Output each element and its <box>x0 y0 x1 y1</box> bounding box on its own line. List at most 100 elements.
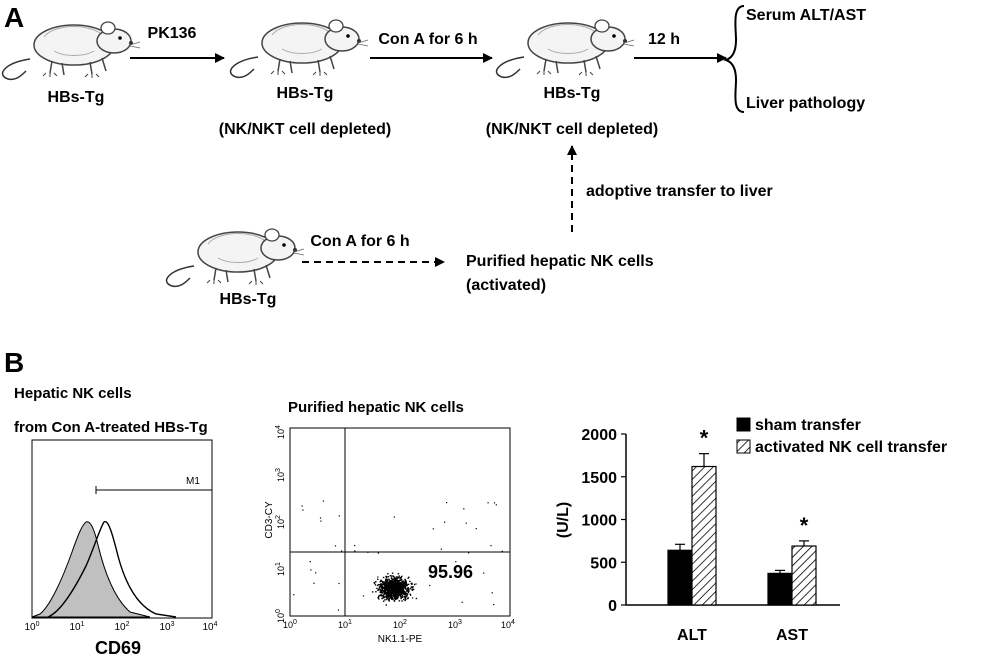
event-dot <box>395 580 397 582</box>
dotplot-frame <box>289 427 511 617</box>
event-dot <box>385 579 387 581</box>
event-dot <box>395 587 397 589</box>
event-dot <box>390 595 392 597</box>
event-dot <box>379 586 381 588</box>
event-dot <box>354 545 356 547</box>
event-dot <box>391 597 393 599</box>
event-dot <box>398 586 400 589</box>
event-dot <box>384 593 386 595</box>
event-dot <box>396 586 399 588</box>
event-dot <box>406 589 408 591</box>
event-dot <box>387 585 389 587</box>
event-dot <box>385 581 387 584</box>
event-dot <box>378 598 380 600</box>
event-dot <box>383 582 385 585</box>
event-dot <box>389 581 391 583</box>
donor-mouse-label: HBs-Tg <box>220 291 277 308</box>
quadrant-percentage: 95.96 <box>428 562 473 582</box>
m1-gate-label: M1 <box>186 476 200 487</box>
event-dot <box>381 592 383 594</box>
event-dot <box>334 545 337 547</box>
event-dot <box>394 593 396 596</box>
event-dot <box>395 583 397 585</box>
bar-ast-nk <box>791 545 817 606</box>
event-dot <box>405 588 407 590</box>
transfer-label: adoptive transfer to liver <box>586 183 773 200</box>
bar-chart-legend: sham transfer activated NK cell transfer <box>736 417 947 456</box>
hist-tick-4: 104 <box>202 621 217 633</box>
event-dot <box>383 586 385 588</box>
event-dot <box>384 588 386 590</box>
event-dot <box>401 590 403 592</box>
event-dot <box>390 575 393 577</box>
event-dot <box>409 588 411 590</box>
event-dot <box>393 580 395 583</box>
event-dot <box>382 589 384 592</box>
event-dot <box>400 585 402 587</box>
mouse-3-depleted-note: (NK/NKT cell depleted) <box>486 121 658 138</box>
svg-text:103: 103 <box>448 619 462 630</box>
event-dot <box>380 589 382 591</box>
event-dot <box>475 528 477 530</box>
bar-alt-nk <box>691 465 717 606</box>
event-dot <box>407 588 410 590</box>
event-dot <box>403 582 405 585</box>
event-dot <box>387 583 390 585</box>
con-a-label: Con A for 6 h <box>378 31 477 48</box>
event-dot <box>392 587 394 589</box>
event-dot <box>380 584 383 586</box>
event-dot <box>395 591 397 594</box>
event-dot <box>400 592 402 595</box>
event-dot <box>405 581 407 583</box>
event-dot <box>394 582 396 584</box>
panel-b-label: B <box>4 347 24 378</box>
event-dot <box>401 575 403 578</box>
event-dot <box>385 589 387 591</box>
event-dot <box>404 582 407 585</box>
event-dot <box>400 578 403 580</box>
event-dot <box>397 591 399 594</box>
event-dot <box>391 595 393 597</box>
event-dot <box>399 577 401 579</box>
event-dot <box>380 584 382 586</box>
event-dot <box>411 587 413 589</box>
event-dot <box>341 550 343 552</box>
event-dot <box>398 583 401 586</box>
event-dot <box>406 583 408 586</box>
event-dot <box>403 587 405 589</box>
event-dot <box>404 581 406 583</box>
dotplot-ylabel: CD3-CY <box>264 501 275 539</box>
event-dot <box>388 586 390 588</box>
event-dot <box>382 586 384 588</box>
event-dot <box>400 584 402 586</box>
event-dot <box>395 596 397 598</box>
histogram-x-ticks: 100 101 102 103 104 <box>24 621 217 633</box>
event-dot <box>381 585 383 587</box>
event-dot <box>387 580 389 582</box>
event-dot <box>400 586 402 588</box>
mouse-3-icon <box>495 19 635 79</box>
event-dot <box>397 595 399 597</box>
event-dot <box>487 502 489 504</box>
event-dot <box>399 578 401 580</box>
event-dot <box>378 587 380 590</box>
event-dot <box>403 589 405 591</box>
event-dot <box>401 586 403 588</box>
event-dot <box>387 582 389 585</box>
event-dot <box>390 594 393 596</box>
event-dot <box>387 581 389 584</box>
event-dot <box>388 584 390 587</box>
event-dot <box>391 592 394 594</box>
event-dot <box>399 590 401 593</box>
event-dot <box>393 583 395 586</box>
hist-tick-1: 101 <box>69 621 84 633</box>
event-dot <box>386 584 388 586</box>
event-dot <box>465 522 467 524</box>
event-dot <box>385 597 388 599</box>
event-dot <box>407 597 409 600</box>
event-dot <box>390 579 392 582</box>
event-dot <box>393 575 395 578</box>
event-dot <box>398 575 400 577</box>
event-dot <box>379 591 381 594</box>
dotplot-events <box>293 500 503 611</box>
